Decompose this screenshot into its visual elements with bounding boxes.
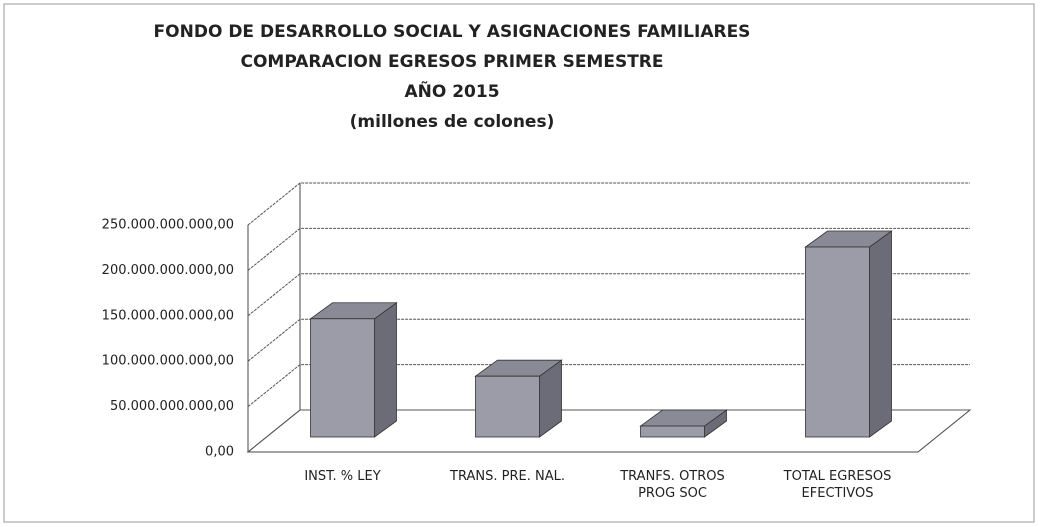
bar (310, 318, 375, 438)
y-tick-label: 0,00 (205, 445, 234, 460)
bar (640, 425, 705, 438)
bar-side (374, 301, 397, 438)
chart-subtitle: (millones de colones) (350, 112, 555, 132)
bar-side (869, 230, 892, 438)
bar (475, 375, 540, 438)
grid-line (247, 409, 970, 453)
grid-line (247, 182, 970, 226)
grid-line (247, 364, 970, 407)
chart-title: AÑO 2015 (404, 79, 499, 102)
y-tick-label: 50.000.000.000,00 (110, 399, 234, 414)
chart-title: COMPARACION EGRESOS PRIMER SEMESTRE (240, 52, 663, 72)
y-tick-label: 150.000.000.000,00 (102, 308, 234, 323)
grid-line (247, 273, 970, 317)
grid-line (247, 318, 970, 362)
y-tick-label: 200.000.000.000,00 (102, 263, 234, 278)
y-tick-label: 100.000.000.000,00 (102, 354, 234, 369)
chart-title: FONDO DE DESARROLLO SOCIAL Y ASIGNACIONE… (154, 22, 751, 42)
x-tick-label: INST. % LEY (304, 469, 381, 484)
y-tick-label: 250.000.000.000,00 (102, 218, 234, 233)
x-tick-label: TRANFS. OTROS PROG SOC (620, 469, 725, 501)
bar (805, 246, 870, 438)
x-tick-label: TRANS. PRE. NAL. (450, 469, 565, 484)
x-tick-label: TOTAL EGRESOS EFECTIVOS (783, 469, 892, 501)
grid-line (247, 227, 970, 271)
